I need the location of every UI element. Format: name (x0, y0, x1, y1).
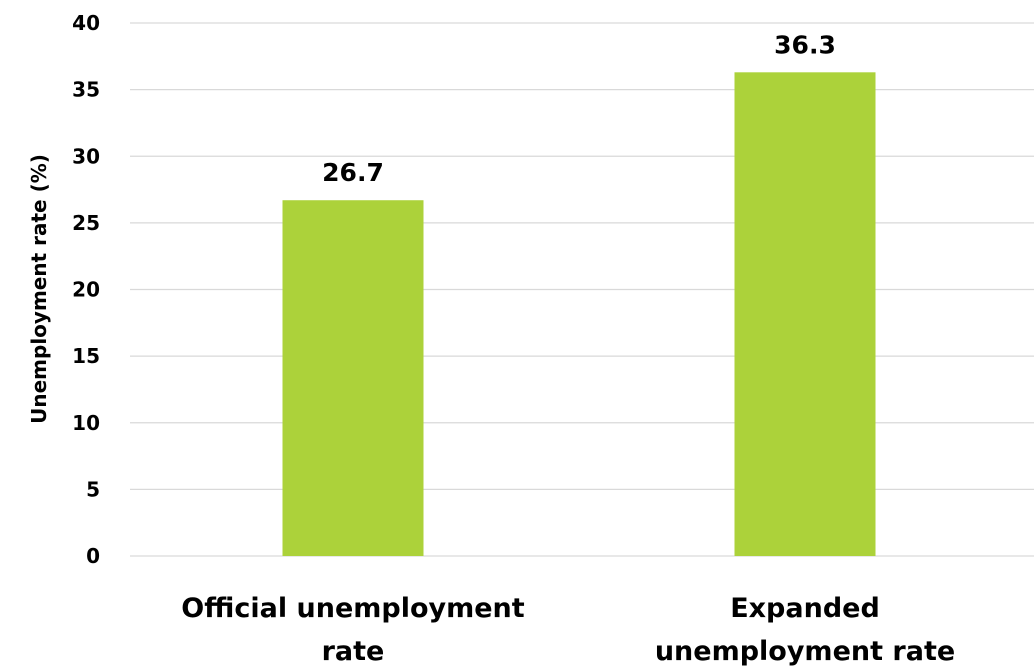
gridlines (130, 22, 1034, 557)
y-axis-label: Unemployment rate (%) (27, 154, 51, 424)
x-axis-category-labels: Official unemployment rate Expanded unemplo… (181, 593, 955, 667)
y-tick-label: 0 (86, 544, 100, 568)
category-label: rate (322, 636, 385, 667)
y-tick-label: 5 (86, 477, 100, 501)
data-label: 36.3 (774, 30, 836, 59)
y-tick-label: 25 (72, 211, 100, 235)
bars (282, 72, 876, 557)
y-axis-ticks: 0 5 10 15 20 25 30 35 40 (72, 11, 100, 568)
y-tick-label: 10 (72, 411, 100, 435)
y-tick-label: 30 (72, 144, 100, 168)
y-tick-label: 40 (72, 11, 100, 35)
category-label: Official unemployment (181, 593, 524, 624)
category-label: unemployment rate (655, 636, 955, 667)
bar (734, 72, 876, 557)
y-tick-label: 20 (72, 278, 100, 302)
bar (282, 200, 424, 556)
y-tick-label: 35 (72, 78, 100, 102)
data-label: 26.7 (322, 158, 384, 187)
y-tick-label: 15 (72, 344, 100, 368)
category-label: Expanded (730, 593, 880, 624)
data-labels: 26.7 36.3 (322, 30, 836, 187)
